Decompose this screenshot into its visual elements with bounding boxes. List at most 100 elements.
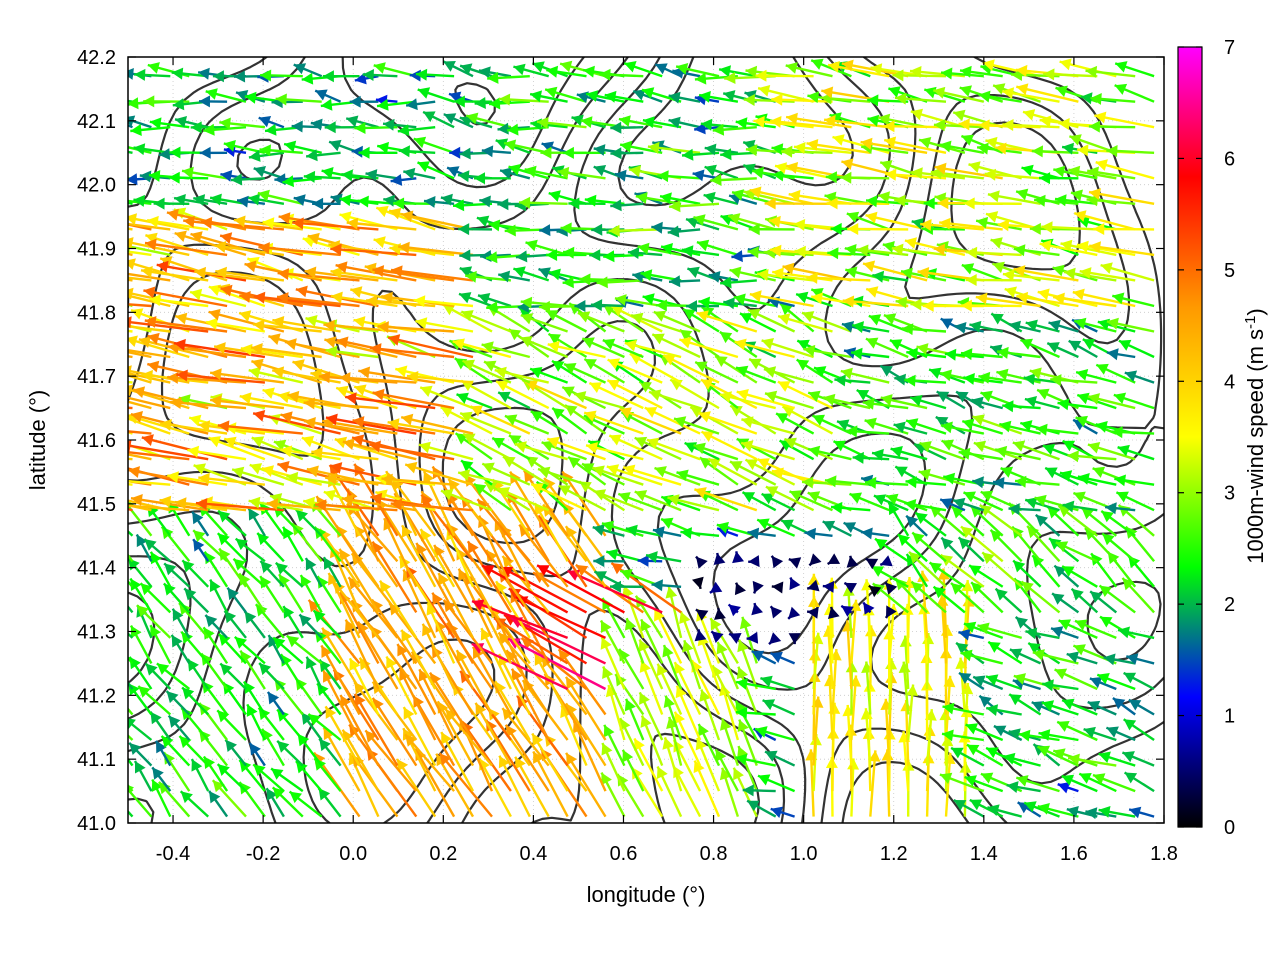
wind-vector	[270, 767, 304, 793]
wind-vector	[744, 458, 796, 486]
wind-vector	[567, 455, 607, 486]
wind-vector	[652, 526, 682, 538]
wind-vector	[939, 553, 985, 588]
wind-vector	[910, 580, 947, 614]
wind-vector	[932, 585, 966, 614]
wind-vector	[129, 577, 153, 614]
wind-vector	[532, 571, 607, 614]
wind-vector	[994, 445, 1041, 461]
wind-vector	[226, 586, 247, 614]
x-tick-label: 1.8	[1150, 843, 1178, 865]
wind-vector	[685, 300, 720, 313]
wind-vector	[149, 711, 172, 741]
wind-vector	[149, 294, 209, 308]
wind-vector	[320, 644, 361, 716]
wind-vector	[779, 302, 815, 333]
wind-vector	[640, 618, 664, 664]
wind-vector	[266, 691, 285, 716]
wind-vector	[151, 778, 172, 818]
wind-vector	[662, 737, 683, 792]
wind-vector	[128, 150, 133, 154]
wind-vector	[167, 471, 228, 486]
wind-vector	[682, 639, 702, 690]
wind-vector	[884, 605, 897, 619]
wind-vector	[601, 742, 626, 792]
wind-vector	[694, 361, 739, 384]
wind-vector	[167, 714, 191, 741]
wind-vector	[459, 411, 512, 435]
wind-vector	[242, 680, 266, 716]
wind-vector	[727, 213, 777, 231]
y-tick-label: 41.2	[77, 685, 116, 707]
wind-vector	[614, 294, 663, 308]
wind-vector	[760, 675, 795, 691]
wind-vector	[520, 313, 568, 333]
wind-vector	[1012, 559, 1042, 588]
wind-vector	[128, 355, 133, 359]
wind-vector	[339, 694, 380, 767]
wind-vector	[673, 661, 702, 716]
wind-vector	[638, 639, 664, 690]
wind-vector	[325, 413, 417, 435]
colorbar-tick-label: 6	[1224, 148, 1235, 170]
wind-vector	[630, 312, 682, 333]
wind-vector	[939, 498, 966, 512]
wind-vector	[498, 755, 531, 818]
wind-vector	[135, 533, 153, 562]
wind-vector	[1060, 239, 1117, 257]
wind-vectors	[128, 58, 1156, 820]
wind-vector	[662, 354, 720, 384]
wind-vector	[530, 410, 569, 435]
wind-vector	[862, 397, 909, 410]
wind-vector	[510, 668, 550, 741]
wind-vector	[1093, 223, 1155, 235]
x-tick-label: 1.0	[790, 843, 818, 865]
wind-vector	[508, 587, 588, 639]
wind-vector	[756, 518, 796, 537]
wind-vector	[579, 273, 625, 286]
wind-vector	[473, 482, 512, 512]
wind-vector	[775, 412, 815, 435]
wind-vector	[335, 385, 398, 410]
wind-vector	[401, 524, 437, 588]
y-tick-label: 42.1	[77, 111, 116, 133]
wind-vector	[600, 772, 626, 818]
wind-vector	[734, 582, 746, 596]
wind-vector	[862, 601, 875, 615]
wind-vector	[656, 663, 683, 716]
wind-vector	[874, 537, 909, 563]
wind-vector	[438, 752, 493, 818]
wind-vector	[277, 268, 360, 282]
wind-vector	[648, 389, 701, 410]
wind-vector	[1074, 317, 1117, 333]
wind-vector	[372, 265, 455, 282]
wind-vector	[969, 320, 1003, 333]
y-tick-label: 41.7	[77, 366, 116, 388]
wind-vector	[529, 367, 569, 384]
wind-vector	[619, 717, 645, 767]
wind-vector	[469, 405, 531, 435]
wind-vector	[311, 447, 379, 461]
wind-vector	[536, 564, 625, 614]
wind-vector	[764, 390, 814, 410]
wind-vector	[1074, 619, 1117, 640]
wind-vector	[735, 753, 776, 767]
wind-vector	[873, 494, 909, 512]
wind-vector	[398, 241, 474, 257]
wind-vector	[187, 445, 247, 461]
wind-vector	[193, 194, 228, 206]
wind-vector	[223, 610, 247, 639]
wind-vector	[515, 250, 549, 263]
wind-vector	[460, 459, 493, 486]
wind-vector	[545, 249, 587, 261]
wind-vector	[404, 461, 474, 486]
wind-vector	[659, 192, 701, 205]
wind-vector	[433, 544, 475, 613]
wind-vector	[541, 440, 587, 461]
wind-vector	[303, 417, 379, 435]
wind-vector	[128, 335, 190, 359]
wind-vector	[583, 357, 626, 384]
wind-vector	[1070, 587, 1099, 614]
wind-vector	[144, 316, 228, 333]
wind-vector	[128, 316, 209, 333]
